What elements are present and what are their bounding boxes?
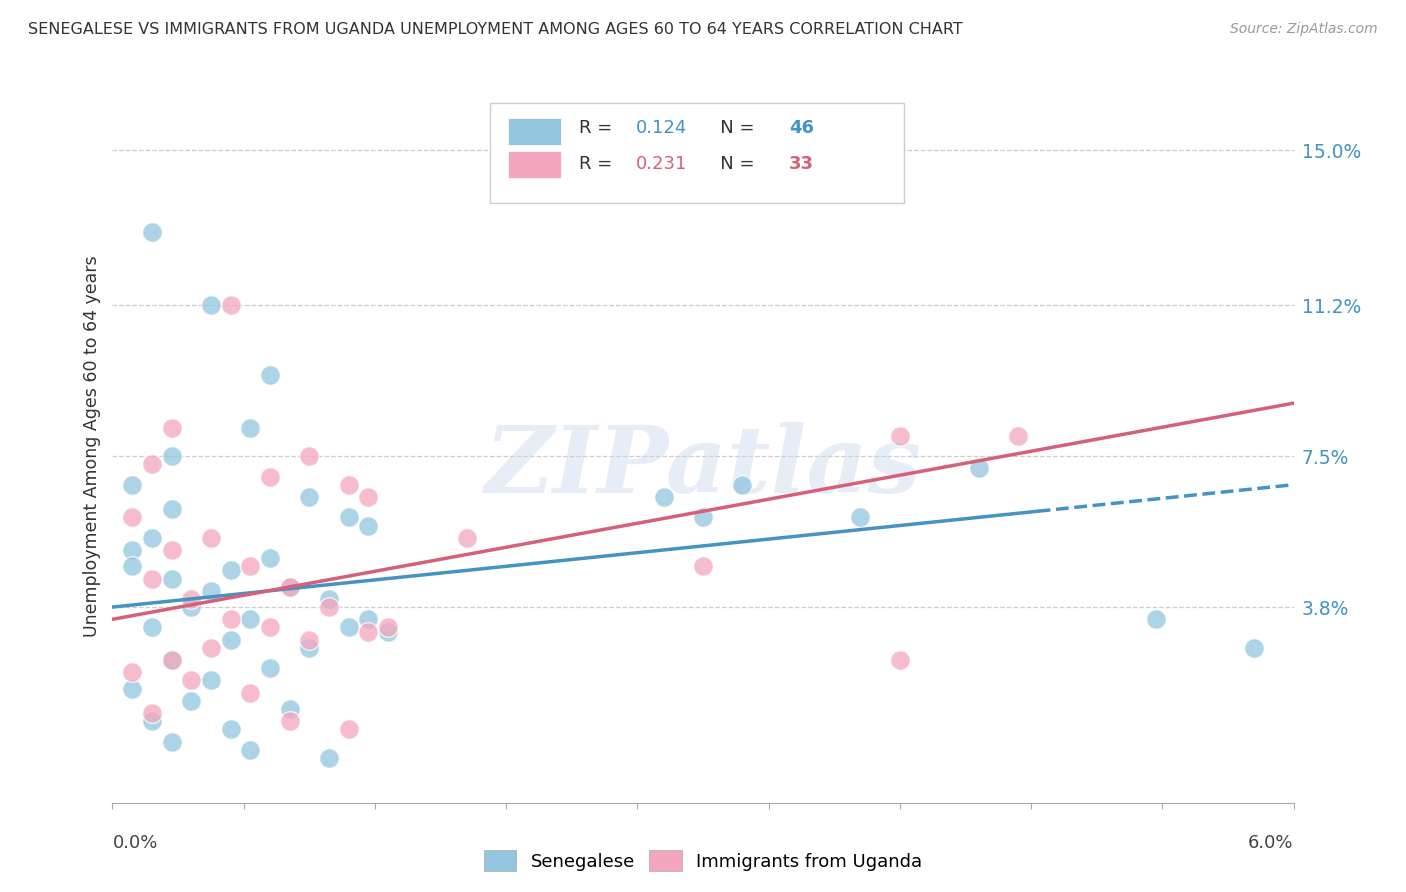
Point — [141, 458, 163, 472]
Point — [1243, 640, 1265, 655]
Point — [298, 449, 321, 463]
Text: 33: 33 — [789, 155, 814, 173]
Point — [200, 531, 222, 545]
Point — [239, 420, 262, 434]
Point — [141, 620, 163, 634]
Point — [180, 591, 202, 606]
Point — [180, 673, 202, 688]
Y-axis label: Unemployment Among Ages 60 to 64 years: Unemployment Among Ages 60 to 64 years — [83, 255, 101, 637]
Point — [239, 743, 262, 757]
Point — [200, 298, 222, 312]
Text: ZIPatlas: ZIPatlas — [485, 423, 921, 512]
Point — [337, 477, 360, 491]
Point — [1007, 429, 1029, 443]
Point — [219, 723, 242, 737]
Point — [200, 673, 222, 688]
Point — [318, 751, 340, 765]
Text: R =: R = — [579, 155, 619, 173]
Text: 6.0%: 6.0% — [1249, 834, 1294, 852]
Point — [239, 686, 262, 700]
Point — [337, 510, 360, 524]
Point — [121, 665, 143, 680]
Point — [141, 225, 163, 239]
Point — [180, 600, 202, 615]
Point — [160, 734, 183, 748]
Point — [160, 543, 183, 558]
Point — [180, 694, 202, 708]
Point — [692, 510, 714, 524]
Point — [278, 580, 301, 594]
Point — [652, 490, 675, 504]
FancyBboxPatch shape — [491, 103, 904, 203]
Point — [456, 531, 478, 545]
Point — [278, 580, 301, 594]
Point — [219, 632, 242, 647]
Point — [849, 510, 872, 524]
Point — [278, 702, 301, 716]
Point — [219, 612, 242, 626]
Point — [259, 551, 281, 566]
Point — [239, 559, 262, 574]
Point — [357, 612, 380, 626]
FancyBboxPatch shape — [508, 152, 561, 178]
Text: R =: R = — [579, 120, 619, 137]
Point — [160, 653, 183, 667]
Text: N =: N = — [703, 155, 761, 173]
Point — [121, 559, 143, 574]
Point — [259, 661, 281, 675]
Point — [298, 632, 321, 647]
Point — [337, 620, 360, 634]
Point — [692, 559, 714, 574]
Point — [121, 510, 143, 524]
Point — [337, 723, 360, 737]
Point — [141, 572, 163, 586]
Point — [574, 184, 596, 198]
Point — [121, 543, 143, 558]
Point — [160, 420, 183, 434]
Point — [298, 640, 321, 655]
Text: 0.231: 0.231 — [636, 155, 688, 173]
Point — [141, 706, 163, 720]
Point — [259, 368, 281, 382]
Point — [357, 624, 380, 639]
Point — [160, 449, 183, 463]
Point — [121, 681, 143, 696]
Point — [357, 518, 380, 533]
Point — [160, 502, 183, 516]
Point — [377, 624, 399, 639]
Point — [200, 583, 222, 598]
Point — [318, 600, 340, 615]
Text: 46: 46 — [789, 120, 814, 137]
Point — [318, 591, 340, 606]
Point — [219, 563, 242, 577]
Point — [259, 620, 281, 634]
Point — [731, 477, 754, 491]
Point — [889, 653, 911, 667]
Point — [239, 612, 262, 626]
Point — [141, 531, 163, 545]
Point — [259, 469, 281, 483]
Point — [219, 298, 242, 312]
Point — [889, 429, 911, 443]
Point — [121, 477, 143, 491]
Point — [377, 620, 399, 634]
Text: Source: ZipAtlas.com: Source: ZipAtlas.com — [1230, 22, 1378, 37]
Text: SENEGALESE VS IMMIGRANTS FROM UGANDA UNEMPLOYMENT AMONG AGES 60 TO 64 YEARS CORR: SENEGALESE VS IMMIGRANTS FROM UGANDA UNE… — [28, 22, 963, 37]
Point — [160, 653, 183, 667]
Text: N =: N = — [703, 120, 761, 137]
Point — [141, 714, 163, 729]
Text: 0.0%: 0.0% — [112, 834, 157, 852]
Point — [298, 490, 321, 504]
Point — [200, 640, 222, 655]
Text: 0.124: 0.124 — [636, 120, 688, 137]
Point — [967, 461, 990, 475]
Point — [278, 714, 301, 729]
Point — [160, 572, 183, 586]
FancyBboxPatch shape — [508, 118, 561, 145]
Legend: Senegalese, Immigrants from Uganda: Senegalese, Immigrants from Uganda — [477, 843, 929, 879]
Point — [1144, 612, 1167, 626]
Point — [357, 490, 380, 504]
